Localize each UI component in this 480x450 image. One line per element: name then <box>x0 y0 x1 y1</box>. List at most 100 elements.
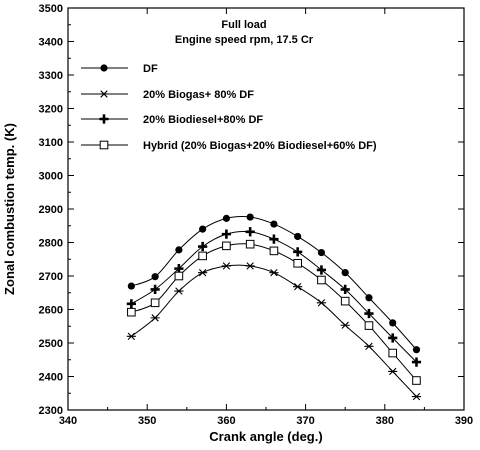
data-point <box>269 246 279 256</box>
data-point <box>127 282 135 290</box>
data-point <box>174 271 184 281</box>
marker-shape <box>411 357 422 367</box>
y-tick-label: 2400 <box>39 372 63 384</box>
marker-shape <box>99 90 109 98</box>
data-point <box>317 248 326 257</box>
marker-shape <box>199 225 207 233</box>
data-point <box>293 247 303 257</box>
legend-item: Hybrid (20% Biogas+20% Biodiesel+60% DF) <box>81 140 377 152</box>
marker-shape <box>245 262 255 270</box>
legend-marker <box>99 90 109 98</box>
data-point <box>126 332 136 340</box>
x-tick-label: 350 <box>138 415 156 427</box>
marker-shape <box>150 284 160 294</box>
axis-ticks: 340 350 360 370 380 390 2300 2400 2500 2600 2700 28… <box>39 3 474 427</box>
y-tick-label: 2500 <box>39 338 63 350</box>
marker-shape <box>293 258 302 268</box>
marker-shape <box>269 246 279 256</box>
y-tick-label: 3200 <box>39 104 63 116</box>
data-point <box>245 227 255 237</box>
marker-shape <box>126 299 136 309</box>
y-tick-label: 3000 <box>39 171 63 183</box>
data-point <box>175 246 183 254</box>
data-point <box>150 298 160 308</box>
data-point <box>340 321 350 329</box>
marker-shape <box>317 248 326 257</box>
data-point <box>126 299 136 309</box>
marker-shape <box>270 220 278 228</box>
data-point <box>199 225 207 233</box>
x-tick-label: 380 <box>376 415 394 427</box>
marker-shape <box>316 299 327 307</box>
data-point <box>270 220 278 228</box>
x-tick-label: 390 <box>455 415 473 427</box>
data-point <box>269 268 279 277</box>
data-point <box>388 367 398 376</box>
marker-shape <box>411 392 422 401</box>
marker-shape <box>412 346 421 354</box>
data-point <box>365 294 373 302</box>
marker-shape <box>317 275 326 285</box>
y-tick-label: 3500 <box>39 3 63 15</box>
data-point <box>293 258 302 268</box>
data-point <box>245 239 255 249</box>
legend-item: 20% Biodiesel+80% DF <box>81 114 263 126</box>
data-point <box>389 319 397 327</box>
legend-marker <box>99 114 109 124</box>
y-tick-label: 2300 <box>39 405 63 417</box>
x-tick-label: 370 <box>296 415 314 427</box>
marker-shape <box>316 265 327 275</box>
marker-shape <box>340 284 350 294</box>
data-point <box>340 296 350 306</box>
marker-shape <box>269 268 279 277</box>
legend-label: 20% Biogas+ 80% DF <box>143 89 254 101</box>
data-point <box>222 241 231 251</box>
data-point <box>245 262 255 270</box>
marker-shape <box>150 314 160 322</box>
data-point <box>364 321 374 330</box>
marker-shape <box>150 298 160 308</box>
data-point <box>411 392 422 401</box>
marker-shape <box>151 273 159 281</box>
y-tick-label: 2600 <box>39 305 63 317</box>
marker-shape <box>127 282 135 290</box>
marker-shape <box>221 262 231 270</box>
marker-shape <box>174 287 184 295</box>
marker-shape <box>294 232 302 241</box>
marker-shape <box>198 251 207 261</box>
marker-shape <box>341 269 349 277</box>
legend-item: 20% Biogas+ 80% DF <box>81 89 254 101</box>
marker-shape <box>365 294 373 302</box>
y-tick-label: 2800 <box>39 238 63 250</box>
data-point <box>150 314 160 322</box>
data-point <box>388 348 398 358</box>
x-tick-label: 360 <box>217 415 235 427</box>
marker-shape <box>245 239 255 249</box>
legend-item: DF <box>81 63 158 75</box>
data-point <box>340 284 350 294</box>
data-point <box>388 333 398 343</box>
marker-shape <box>293 283 303 291</box>
y-tick-label: 2900 <box>39 204 63 216</box>
x-tick-label: 340 <box>59 415 77 427</box>
data-point <box>364 308 374 319</box>
marker-shape <box>340 296 350 306</box>
series-markers <box>126 213 422 401</box>
marker-shape <box>269 234 279 244</box>
marker-shape <box>388 348 398 358</box>
marker-shape <box>388 333 398 343</box>
data-point <box>174 287 184 295</box>
marker-shape <box>221 229 231 239</box>
marker-shape <box>246 213 254 221</box>
y-axis-title: Zonal combustion temp. (K) <box>2 123 17 295</box>
marker-shape <box>222 214 230 222</box>
series-line-4 <box>131 243 417 381</box>
marker-shape <box>364 342 374 351</box>
marker-shape <box>412 376 421 385</box>
data-point <box>364 342 374 351</box>
legend-label: DF <box>143 63 158 75</box>
marker-shape <box>364 321 374 330</box>
marker-shape <box>174 264 184 274</box>
marker-shape <box>364 308 374 319</box>
